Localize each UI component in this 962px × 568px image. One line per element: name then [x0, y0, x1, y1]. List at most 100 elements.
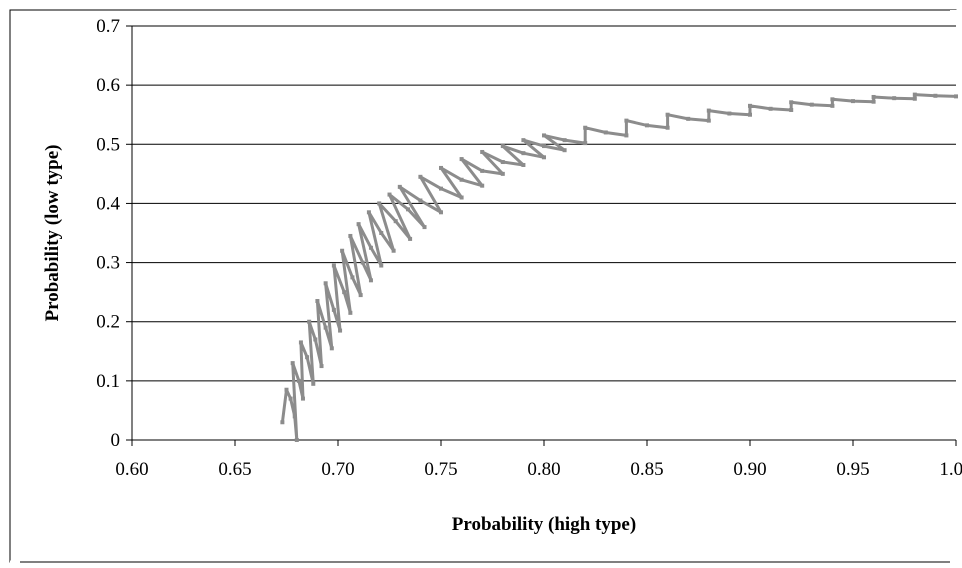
- y-tick-label: 0.5: [96, 134, 120, 155]
- y-tick-label: 0.3: [96, 253, 120, 274]
- data-point: [439, 165, 443, 170]
- x-tick-label: 0.75: [424, 459, 457, 480]
- data-point: [379, 231, 384, 235]
- data-point: [408, 236, 413, 241]
- data-point: [768, 106, 773, 111]
- data-point: [368, 245, 373, 250]
- data-point: [542, 144, 546, 149]
- data-point: [954, 94, 958, 99]
- data-point: [706, 118, 711, 123]
- data-point: [350, 275, 355, 280]
- data-point: [366, 210, 371, 215]
- data-point: [521, 162, 526, 167]
- data-point: [500, 144, 505, 149]
- x-tick-label: 0.80: [527, 459, 560, 480]
- data-point: [418, 198, 423, 203]
- data-point: [422, 225, 427, 230]
- y-tick-label: 0.7: [96, 16, 120, 37]
- data-point: [439, 210, 443, 215]
- data-point: [300, 396, 305, 401]
- data-point: [379, 263, 384, 268]
- data-point: [296, 378, 301, 383]
- data-point: [871, 99, 876, 104]
- data-point: [391, 248, 396, 253]
- data-point: [348, 310, 353, 315]
- data-point: [292, 414, 297, 419]
- data-point: [397, 184, 402, 189]
- data-point: [280, 420, 285, 425]
- data-point: [338, 328, 343, 333]
- data-point: [348, 233, 353, 238]
- outer-frame: [9, 9, 957, 563]
- data-point: [686, 116, 691, 121]
- x-tick-label: 0.65: [218, 459, 251, 480]
- y-tick-label: 0.4: [96, 193, 120, 214]
- data-point: [439, 186, 443, 191]
- data-point: [360, 260, 365, 265]
- series-trace: [280, 93, 957, 442]
- data-point: [500, 160, 505, 165]
- y-axis-title: Probability (low type): [42, 145, 63, 322]
- data-point: [892, 96, 897, 101]
- data-point: [418, 174, 423, 179]
- data-point: [459, 157, 464, 162]
- data-point: [748, 112, 752, 117]
- data-point: [387, 192, 392, 197]
- data-point: [368, 278, 373, 283]
- x-tick-label: 0.95: [836, 459, 869, 480]
- data-point: [542, 133, 546, 138]
- y-tick-label: 0.1: [96, 371, 120, 392]
- frame-right-mask: [950, 10, 962, 563]
- data-point: [562, 148, 567, 153]
- data-point: [305, 355, 310, 360]
- data-point: [706, 108, 711, 113]
- x-tick-label: 0.90: [733, 459, 766, 480]
- data-point: [830, 103, 835, 108]
- data-point: [521, 151, 526, 156]
- data-point: [583, 125, 588, 130]
- data-point: [311, 381, 316, 386]
- y-tick-label: 0.2: [96, 312, 120, 333]
- x-tick-label: 0.60: [115, 459, 148, 480]
- data-point: [290, 361, 295, 366]
- data-point: [542, 155, 546, 160]
- data-point: [340, 248, 345, 253]
- data-point: [323, 281, 328, 286]
- data-point: [298, 340, 303, 345]
- data-point: [665, 112, 670, 117]
- data-point: [727, 111, 732, 116]
- data-point: [809, 102, 814, 107]
- data-point: [912, 96, 917, 101]
- data-point: [319, 364, 324, 369]
- data-point: [294, 438, 299, 442]
- data-point: [830, 97, 835, 102]
- data-point: [912, 92, 917, 97]
- data-point: [624, 133, 629, 138]
- data-point: [459, 195, 464, 200]
- data-point: [480, 168, 485, 173]
- x-tick-label: 0.85: [630, 459, 663, 480]
- data-point: [331, 263, 336, 268]
- data-point: [342, 290, 347, 295]
- x-tick-label: 1.00: [939, 459, 962, 480]
- data-point: [331, 307, 336, 312]
- data-point: [583, 141, 588, 146]
- x-axis-title: Probability (high type): [452, 514, 636, 535]
- data-point: [480, 149, 485, 154]
- data-point: [789, 107, 794, 112]
- data-point: [851, 99, 855, 104]
- data-point: [315, 299, 320, 304]
- data-point: [500, 171, 505, 176]
- data-point: [665, 125, 670, 130]
- data-point: [329, 346, 334, 351]
- data-point: [562, 138, 567, 143]
- data-point: [288, 396, 293, 401]
- data-point: [603, 130, 608, 135]
- data-point: [645, 123, 649, 128]
- data-point: [459, 177, 464, 182]
- data-point: [521, 138, 526, 143]
- data-point: [871, 94, 876, 99]
- y-tick-label: 0: [111, 430, 121, 451]
